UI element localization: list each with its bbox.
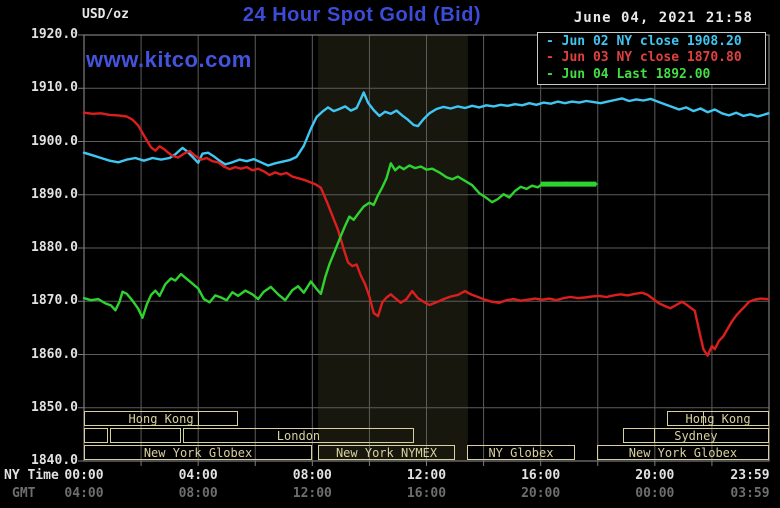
y-axis-label: 1850.0	[31, 399, 78, 415]
chart-title: 24 Hour Spot Gold (Bid)	[242, 4, 482, 26]
y-axis-label: 1840.0	[31, 453, 78, 468]
session-label: London	[276, 428, 321, 443]
x-axis-label-ny: 04:00	[178, 468, 218, 483]
ny-time-axis-label: NY Time	[4, 468, 59, 483]
session-box-ny-globex: NY Globex	[467, 445, 575, 460]
x-axis-label-gmt: 12:00	[292, 486, 332, 501]
session-label: Hong Kong	[128, 411, 194, 426]
session-label: Hong Kong	[685, 411, 751, 426]
x-axis-label-ny: 12:00	[406, 468, 447, 483]
session-box-europe-row	[84, 428, 108, 443]
session-box-london: London	[183, 428, 414, 443]
x-axis-label-gmt: 00:00	[635, 486, 675, 501]
x-axis-label-gmt: 03:59	[730, 486, 770, 501]
y-axis-unit-label: USD/oz	[82, 7, 129, 22]
session-box-new-york-nymex: New York NYMEX	[318, 445, 456, 460]
session-box-new-york-globex: New York Globex	[596, 445, 769, 460]
legend-item: - Jun 04 Last 1892.00	[546, 66, 711, 82]
price-line-jun03	[82, 111, 770, 357]
x-axis-label-gmt: 04:00	[64, 486, 104, 501]
x-axis-label-gmt: 16:00	[406, 486, 447, 501]
session-box-hong-kong: Hong Kong	[84, 411, 239, 426]
legend-item: - Jun 02 NY close 1908.20	[546, 34, 742, 50]
session-box-divider	[653, 429, 655, 442]
session-label: NY Globex	[488, 445, 554, 460]
session-box-sydney: Sydney	[622, 428, 769, 443]
y-axis-label: 1870.0	[31, 293, 78, 309]
price-line-jun04	[82, 162, 598, 319]
kitco-watermark-link[interactable]: www.kitco.com	[86, 47, 252, 72]
y-axis-label: 1890.0	[31, 186, 78, 202]
x-axis-label-ny: 08:00	[292, 468, 332, 483]
gmt-axis-label: GMT	[12, 486, 36, 501]
legend-box: - Jun 02 NY close 1908.20- Jun 03 NY clo…	[537, 32, 766, 85]
x-axis-label-gmt: 20:00	[521, 486, 561, 501]
session-box-hong-kong: Hong Kong	[667, 411, 769, 426]
chart-datetime: June 04, 2021 21:58	[573, 10, 753, 26]
x-axis-label-ny: 23:59	[730, 468, 770, 483]
x-axis-label-ny: 00:00	[64, 468, 104, 483]
x-axis-label-gmt: 08:00	[178, 486, 218, 501]
y-axis-label: 1900.0	[31, 133, 78, 149]
y-axis-label: 1860.0	[31, 346, 78, 362]
session-box-divider	[702, 412, 704, 425]
session-box-divider	[198, 412, 200, 425]
y-axis-label: 1920.0	[31, 27, 78, 42]
session-label: New York NYMEX	[335, 445, 438, 460]
session-box-europe-row	[109, 428, 182, 443]
session-label: New York Globex	[143, 445, 253, 460]
session-box-new-york-globex: New York Globex	[84, 445, 313, 460]
x-axis-label-ny: 16:00	[521, 468, 561, 483]
y-axis-label: 1910.0	[31, 80, 78, 96]
legend-item: - Jun 03 NY close 1870.80	[546, 50, 742, 66]
session-label: Sydney	[674, 428, 718, 443]
x-axis-label-ny: 20:00	[635, 468, 675, 483]
y-axis-label: 1880.0	[31, 240, 78, 255]
session-label: New York Globex	[628, 445, 738, 460]
price-line-jun02	[82, 91, 770, 167]
